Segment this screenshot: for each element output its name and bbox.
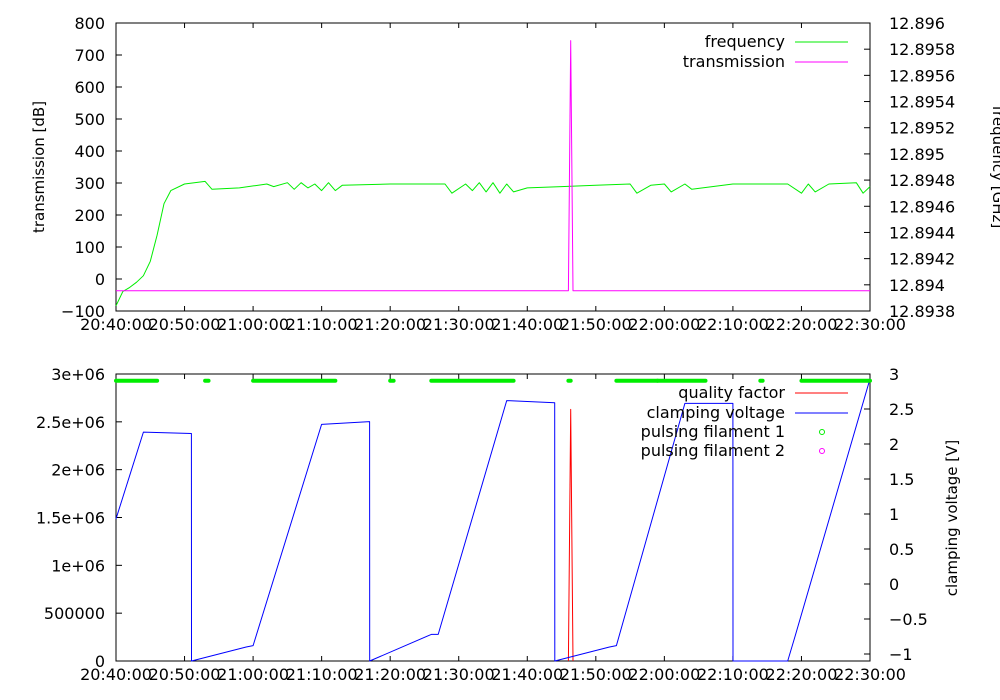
legend-label-pulsing-filament-2: pulsing filament 2 [641,441,785,460]
legend-label-clamping-voltage: clamping voltage [647,403,785,422]
y-tick-label: 400 [74,142,105,161]
x-tick-label: 22:20:00 [766,315,838,334]
legend-marker-pulsing-filament-1 [819,429,825,435]
y-ticks-bottom: 3e+06 2.5e+06 2e+06 1.5e+06 1e+06 500000 0 [36,365,122,671]
y2-tick-label: −1 [889,645,913,664]
y2-tick-label: 2 [889,435,899,454]
y2-axis-label-top: frequency [GHz] [989,106,1000,228]
y2-ticks-top: 12.896 12.8958 12.8956 12.8954 12.8952 12.895… [864,14,955,321]
legend-top: frequency transmission [683,32,848,71]
y2-axis-label-bottom: clamping voltage [V] [943,440,961,596]
legend-bottom: quality factor clamping voltage pulsing … [641,383,848,460]
legend-label-pulsing-filament-1: pulsing filament 1 [641,422,785,441]
x-tick-label: 21:10:00 [286,665,358,684]
legend-marker-pulsing-filament-2 [819,448,825,454]
transmission-frequency-panel: 20:40:0020:50:0021:00:0021:10:0021:20:00… [30,14,1000,334]
y-tick-label: 300 [74,174,105,193]
y2-tick-label: 12.8956 [889,66,955,85]
x-tick-label: 20:50:00 [149,665,221,684]
y2-tick-label: 12.896 [889,14,945,33]
y-tick-label: 200 [74,206,105,225]
y-tick-label: 500 [74,110,105,129]
y2-tick-label: 12.8946 [889,197,955,216]
clamping-voltage-line [115,378,871,662]
quality-factor-line [567,408,574,662]
y-tick-label: 1.5e+06 [36,509,105,528]
y-tick-label: 3e+06 [51,365,105,384]
legend-label-frequency: frequency [705,32,785,51]
y-tick-label: 0 [95,270,105,289]
y2-tick-label: 12.894 [889,276,945,295]
x-tick-label: 22:10:00 [697,315,769,334]
x-tick-label: 22:30:00 [834,315,906,334]
x-tick-label: 22:00:00 [628,315,700,334]
series-bottom [114,378,872,662]
x-tick-label: 20:50:00 [149,315,221,334]
x-tick-label: 21:40:00 [491,315,563,334]
y2-tick-label: 2.5 [889,400,914,419]
y-ticks-top: 800 700 600 500 400 300 200 100 0 −100 [61,14,122,321]
y2-tick-label: 0 [889,575,899,594]
y-tick-label: 800 [74,14,105,33]
y2-tick-label: −0.5 [889,610,928,629]
y-axis-label-top: transmission [dB] [30,101,48,233]
x-tick-label: 20:40:00 [80,665,152,684]
x-tick-label: 22:00:00 [628,665,700,684]
y2-tick-label: 12.8942 [889,250,955,269]
x-tick-label: 21:00:00 [217,665,289,684]
y-tick-label: 700 [74,46,105,65]
y-tick-label: −100 [61,302,105,321]
y-tick-label: 500000 [44,604,105,623]
x-tick-label: 21:40:00 [491,665,563,684]
y2-tick-label: 0.5 [889,540,914,559]
y-tick-label: 100 [74,238,105,257]
plot-frame-top [115,22,871,312]
y-tick-label: 0 [95,652,105,671]
y-tick-label: 1e+06 [51,556,105,575]
x-ticks-top: 20:40:0020:50:0021:00:0021:10:0021:20:00… [80,23,906,334]
y2-tick-label: 1.5 [889,470,914,489]
frequency-line [115,180,871,307]
y2-ticks-bottom: 3 2.5 2 1.5 1 0.5 0 −0.5 −1 [864,365,928,664]
y2-tick-label: 12.895 [889,145,945,164]
x-tick-label: 21:20:00 [354,665,426,684]
series-top [115,40,871,307]
x-tick-label: 21:50:00 [560,665,632,684]
y2-tick-label: 3 [889,365,899,384]
x-tick-label: 21:00:00 [217,315,289,334]
x-tick-label: 21:30:00 [423,315,495,334]
legend-label-quality-factor: quality factor [678,383,785,402]
y-tick-label: 600 [74,78,105,97]
x-tick-label: 20:40:00 [80,315,152,334]
x-tick-label: 22:20:00 [766,665,838,684]
x-tick-label: 21:20:00 [354,315,426,334]
x-tick-label: 22:30:00 [834,665,906,684]
transmission-line [116,40,870,292]
y2-tick-label: 12.8952 [889,119,955,138]
y-tick-label: 2e+06 [51,461,105,480]
x-ticks-bottom: 20:40:0020:50:0021:00:0021:10:0021:20:00… [80,374,906,684]
x-tick-label: 21:30:00 [423,665,495,684]
y2-tick-label: 12.8944 [889,223,955,242]
y-tick-label: 2.5e+06 [36,413,105,432]
x-tick-label: 21:50:00 [560,315,632,334]
x-tick-label: 21:10:00 [286,315,358,334]
y2-tick-label: 12.8954 [889,93,955,112]
legend-label-transmission: transmission [683,52,785,71]
y2-tick-label: 1 [889,505,899,524]
quality-clamping-panel: 20:40:0020:50:0021:00:0021:10:0021:20:00… [36,365,961,684]
x-tick-label: 22:10:00 [697,665,769,684]
y2-tick-label: 12.8958 [889,40,955,59]
y2-tick-label: 12.8938 [889,302,955,321]
y2-tick-label: 12.8948 [889,171,955,190]
